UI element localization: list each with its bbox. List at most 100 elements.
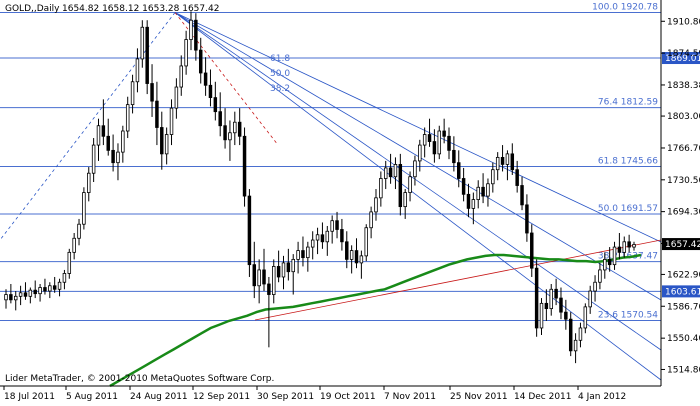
candle-body [145,26,149,84]
candle-body [466,193,471,209]
candle-body [320,234,325,243]
fib-level-label: 100.0 1920.78 [592,3,658,13]
candle-body [437,130,442,155]
x-tick-label: 4 Jan 2012 [578,392,626,402]
candle-body [57,281,62,290]
candle-body [476,186,480,200]
candle-body [603,258,607,271]
x-tick-label: 24 Aug 2011 [130,392,188,402]
moving-average-line [109,253,642,388]
candle-body [174,86,179,109]
candle-body [452,149,456,164]
moving-average [109,253,642,388]
candle-body [33,289,37,295]
candle-body [379,178,383,199]
x-tick-label: 12 Sep 2011 [193,392,250,402]
candle-body [301,250,305,259]
x-tick-label: 18 Jul 2011 [4,392,55,402]
candle-body [296,250,300,260]
candle-body [233,121,237,134]
candle-body [403,192,407,208]
candle-body [588,290,592,308]
fib-level-label: 76.4 1812.59 [598,98,658,108]
candle-body [52,285,57,290]
price-tag-box [662,52,700,65]
candle-body [461,178,466,195]
candle-body [111,149,115,164]
candle-body [495,156,500,171]
candle-body [281,262,286,278]
candle-body [242,135,247,197]
fan-label: 61.8 [270,54,290,64]
candle-body [612,246,617,266]
x-tick-label: 19 Oct 2011 [320,392,376,402]
candle-body [189,19,193,40]
price-tag-box [662,285,700,298]
candle-body [447,135,451,151]
candle-body [43,287,47,292]
candle-body [82,192,86,225]
candle-body [169,107,174,135]
fan-line [174,12,662,243]
candle-body [413,160,417,178]
y-tick-label: 1514.80 [667,365,700,375]
candle-body [130,81,135,106]
candle-body [286,262,291,273]
candle-body [228,132,232,141]
candle-body [539,302,544,329]
candle-body [398,164,403,208]
x-tick-label: 14 Dec 2011 [514,392,572,402]
candle-body [564,311,568,320]
candle-body [135,58,140,83]
candle-body [471,199,476,209]
candle-body [164,134,169,155]
candle-body [237,121,242,137]
candle-body [96,125,101,146]
candle-body [155,100,159,128]
candle-body [125,104,130,132]
candle-body [481,186,485,197]
candle-body [617,246,622,253]
fib-level-label: 61.8 1745.66 [598,156,658,166]
candle-body [208,84,213,98]
candle-body [184,39,188,67]
candle-body [150,83,154,102]
candle-body [67,251,72,274]
y-tick-label: 1730.50 [667,176,700,186]
candle-body [427,134,432,142]
fibonacci-fan: 61.8 50.0 38.2 [0,12,662,381]
candle-body [23,292,28,297]
trend-lines [254,239,662,321]
fan-label: 38.2 [270,84,290,94]
candle-body [116,151,120,164]
candle-body [593,281,597,292]
candle-body [48,285,52,292]
candle-body [91,144,96,174]
candle-body [534,267,539,329]
current-price-box [662,238,700,251]
candle-body [374,197,378,213]
candle-body [422,134,427,146]
candle-body [62,273,67,283]
candle-body [549,288,553,310]
candle-body [4,294,8,301]
x-tick-label: 7 Nov 2011 [384,392,436,402]
price-tag-label: 1603.61 [665,287,700,297]
candle-body [272,266,276,295]
candle-body [140,26,145,60]
candle-body [559,297,563,313]
y-tick-label: 1694.30 [667,208,700,218]
candle-body [554,288,558,299]
fan-label: 50.0 [270,69,290,79]
candle-body [252,264,257,287]
candle-body [315,234,320,241]
candle-body [194,19,198,51]
x-tick-label: 5 Aug 2011 [66,392,118,402]
y-tick-label: 1910.80 [667,17,700,27]
chart-ohlc: 1654.82 1658.12 1653.28 1657.42 [62,4,219,14]
candle-body [515,169,519,186]
candle-body [160,127,164,155]
candle-body [393,164,398,178]
